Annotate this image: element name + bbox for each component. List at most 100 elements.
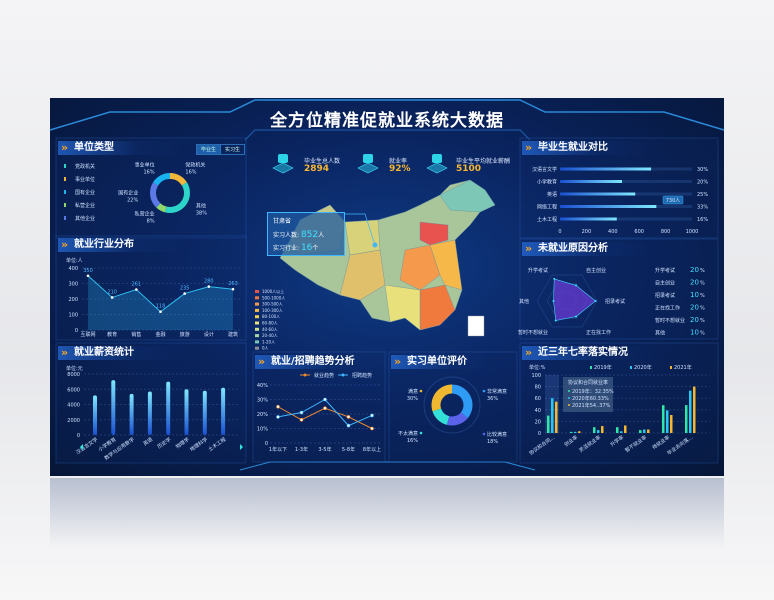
slice-value: 18% (487, 439, 498, 445)
bar-label: 汉语言文学 (532, 166, 557, 173)
radar-axis-label: 暂时不想就业 (518, 329, 548, 336)
tab-interns[interactable]: 实习生 (220, 144, 246, 155)
reason-unit: % (700, 306, 705, 312)
y-tick: 80 (535, 385, 541, 391)
slice-name: 比较满意 (487, 431, 507, 438)
y-tick: 0 (265, 441, 268, 447)
reason-value: 10 (690, 291, 699, 299)
data-point (159, 310, 162, 314)
legend-label: 国有企业 (75, 189, 95, 196)
radar-grid (536, 274, 598, 328)
unit-type-title: 单位类型 (58, 141, 188, 155)
reason-name: 自主创业 (655, 280, 675, 287)
tooltip-title: 协议和合同就业率 (568, 379, 608, 386)
y-tick: 200 (68, 297, 78, 303)
x-tick: 英语 (142, 436, 154, 447)
stat-icon-base (426, 162, 448, 174)
data-point (299, 417, 304, 422)
area-fill (88, 275, 233, 330)
salary-bar (147, 391, 152, 435)
y-tick: 40% (257, 383, 268, 389)
data-label: 261 (132, 282, 142, 288)
panel-frame (388, 351, 518, 463)
data-point (370, 413, 374, 418)
rate-bar (578, 431, 581, 433)
evaluation-title: 实习单位评价 (391, 355, 491, 369)
salary-title: 就业薪资统计 (58, 346, 188, 360)
unit-type-slice (156, 203, 167, 213)
x-tick: 8年以上 (363, 446, 381, 453)
reason-value: 20 (690, 304, 699, 312)
y-tick: 0 (75, 328, 78, 334)
legend-label: 招聘趋势 (352, 372, 372, 379)
salary-bar (129, 393, 134, 435)
radar-point (575, 284, 577, 287)
legend-swatch (64, 216, 66, 220)
compare-bar (560, 192, 636, 196)
reason-name: 招录考试 (655, 292, 675, 299)
bar-label: 小学教育 (537, 179, 557, 186)
data-label: 210 (107, 289, 117, 295)
province-region (339, 249, 386, 301)
radar-axis-label: 正在找工作 (586, 329, 611, 336)
reason-value: 20 (690, 279, 699, 287)
rate-bar (643, 429, 646, 433)
compare-bar (560, 205, 657, 208)
data-point (135, 288, 138, 291)
rates-title: 近三年七率落实情况 (522, 346, 652, 360)
data-point (370, 426, 374, 431)
data-point (276, 415, 280, 419)
data-point (207, 285, 211, 288)
reason-unit: % (700, 331, 705, 337)
rate-bar (601, 426, 604, 433)
radar-point (594, 300, 597, 302)
y-tick: 10% (257, 427, 268, 433)
stat-rate-value: 92% (389, 164, 411, 174)
x-tick: 销售 (131, 331, 141, 338)
reason-name: 正在找工作 (655, 305, 680, 312)
legend-label: 党政机关 (75, 163, 95, 170)
slice-name: 满意 (408, 388, 418, 395)
radar-axis-label: 自主创业 (586, 267, 606, 274)
y-tick: 2000 (67, 418, 80, 424)
next-arrow-icon[interactable] (240, 444, 243, 450)
radar-point (554, 319, 557, 322)
data-label: 263 (228, 281, 238, 287)
x-tick: 5-8年 (342, 446, 355, 453)
header-frame-line (49, 99, 725, 131)
evaluation-slice (446, 412, 468, 426)
x-tick: 800 (661, 229, 671, 235)
legend-label: 就业趋势 (314, 372, 334, 379)
y-tick: 60 (535, 396, 541, 402)
x-tick: 金融 (155, 331, 165, 338)
compare-bar (560, 217, 617, 221)
map-legend-label: 60-80人 (262, 321, 278, 326)
x-tick: 1年以下 (269, 446, 287, 453)
slice-value: 30% (407, 396, 418, 402)
chart-tooltip (563, 377, 613, 412)
tooltip-intern-value: 852 (300, 230, 319, 240)
tab-graduates[interactable]: 毕业生 (196, 144, 222, 155)
data-label: 118 (156, 304, 166, 310)
panel-frame (55, 235, 247, 341)
rate-bar (624, 425, 627, 433)
bar-tooltip-text: 730人 (666, 198, 681, 204)
y-tick: 40 (535, 408, 541, 414)
data-label: 350 (83, 268, 93, 274)
rate-bar (670, 415, 673, 433)
rate-bar (620, 431, 623, 433)
rate-bar (551, 398, 554, 433)
tooltip-industry-value: 16 (300, 243, 313, 253)
x-tick: 1000 (686, 229, 699, 235)
province-region (439, 179, 496, 213)
slice-value: 8% (147, 219, 155, 225)
prev-arrow-icon[interactable] (80, 444, 83, 450)
map-legend-swatch (255, 321, 259, 325)
label-dot (419, 431, 423, 435)
salary-bar (166, 381, 171, 435)
slice-value: 36% (487, 396, 498, 402)
x-tick: 200 (582, 229, 592, 235)
data-point (183, 292, 186, 295)
map-legend-label: 1-20人 (262, 339, 275, 344)
data-point (346, 415, 351, 419)
